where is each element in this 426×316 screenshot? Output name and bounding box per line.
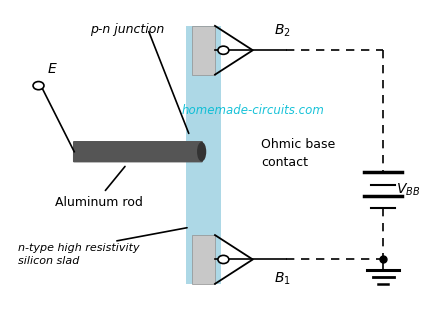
Text: $V_{BB}$: $V_{BB}$ xyxy=(396,182,420,198)
Text: p-n junction: p-n junction xyxy=(89,23,164,36)
Text: $B_1$: $B_1$ xyxy=(274,270,291,287)
Circle shape xyxy=(33,82,44,90)
Text: Ohmic base
contact: Ohmic base contact xyxy=(261,138,335,169)
Text: E: E xyxy=(48,62,57,76)
Ellipse shape xyxy=(197,142,206,161)
Text: homemade-circuits.com: homemade-circuits.com xyxy=(181,104,324,117)
Circle shape xyxy=(218,46,229,54)
Circle shape xyxy=(218,255,229,264)
Bar xyxy=(192,235,215,284)
FancyBboxPatch shape xyxy=(73,141,203,162)
Text: Aluminum rod: Aluminum rod xyxy=(55,196,143,209)
Bar xyxy=(186,26,221,284)
Text: $B_2$: $B_2$ xyxy=(274,23,291,39)
Text: n-type high resistivity
silicon slad: n-type high resistivity silicon slad xyxy=(17,243,139,266)
Bar xyxy=(192,26,215,75)
